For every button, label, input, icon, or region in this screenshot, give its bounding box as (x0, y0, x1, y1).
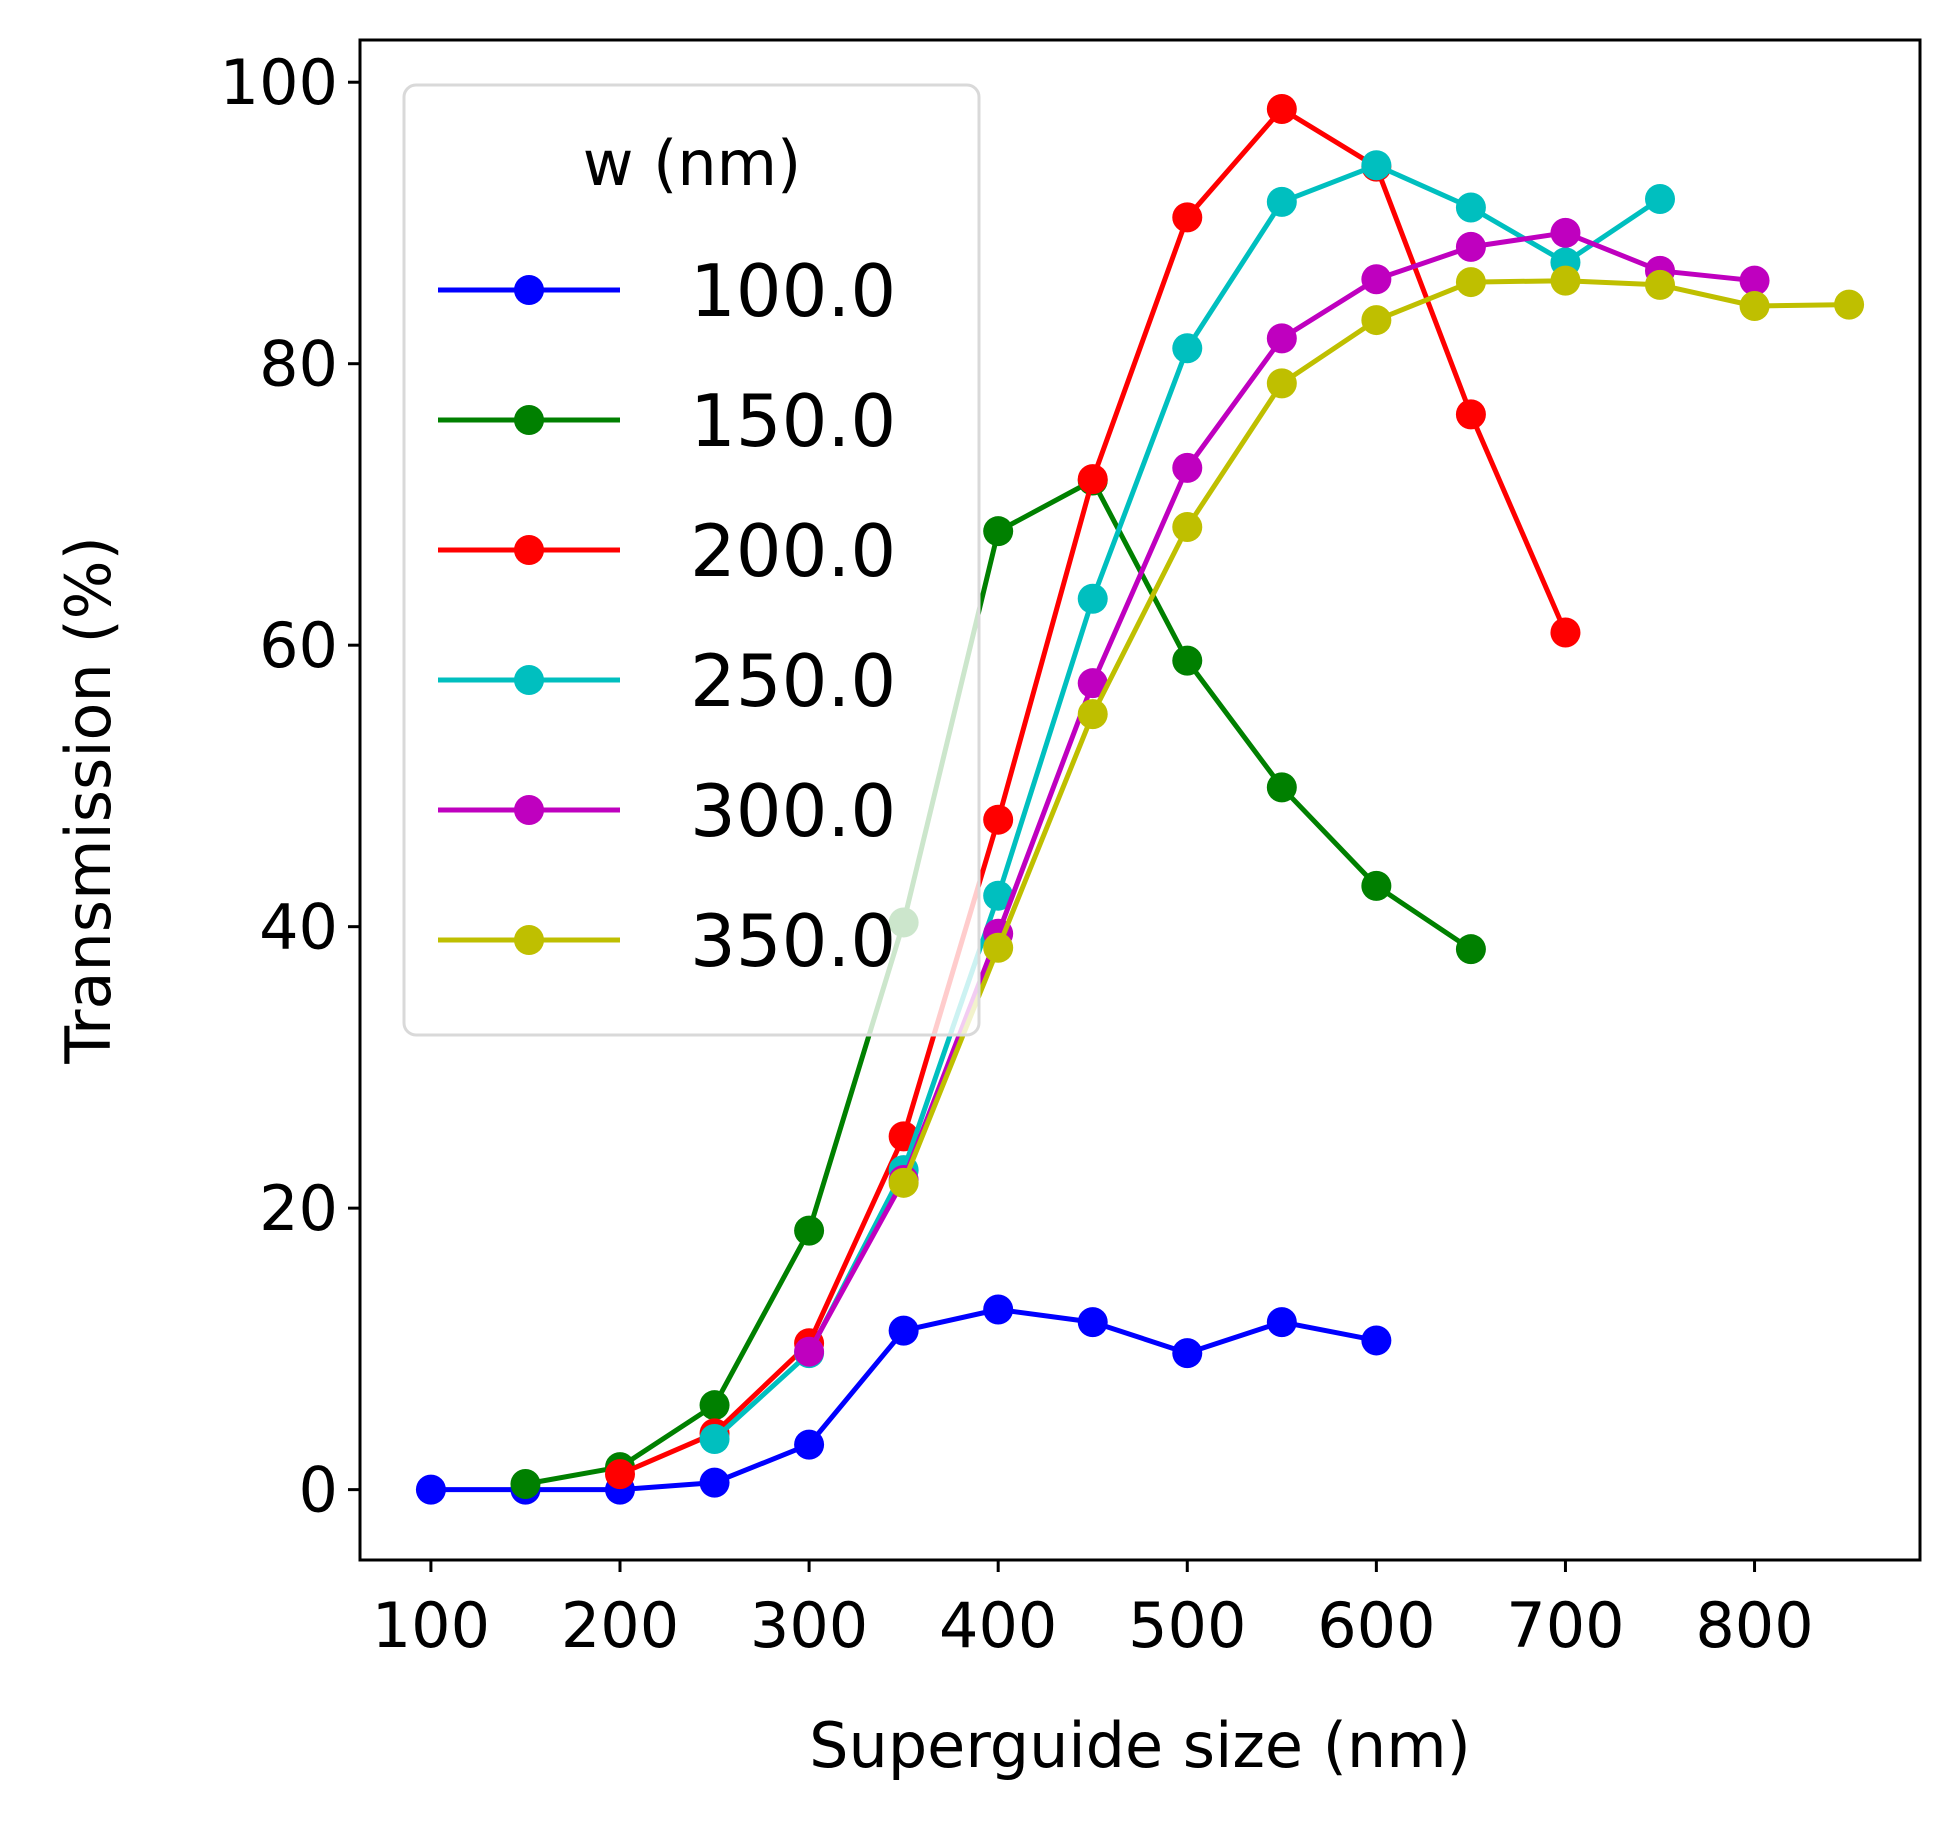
data-point (1645, 184, 1675, 215)
data-point (1172, 202, 1203, 233)
data-point (1361, 870, 1392, 901)
y-axis-ticks: 0 20 40 60 80 100 (220, 46, 360, 1527)
x-tick-label: 800 (1695, 1589, 1813, 1662)
data-point (1172, 452, 1203, 483)
data-point (983, 1294, 1014, 1325)
legend-label: 300.0 (690, 769, 896, 853)
legend-label: 200.0 (690, 509, 896, 593)
data-point (1455, 934, 1486, 965)
data-point (699, 1423, 730, 1454)
data-point (983, 932, 1014, 963)
data-point (1361, 1325, 1392, 1356)
data-point (1834, 289, 1865, 320)
data-point (983, 516, 1014, 547)
data-point (1550, 217, 1581, 248)
legend-entry: 150.0 (438, 379, 896, 463)
data-point (1739, 265, 1770, 296)
data-point (1361, 264, 1392, 295)
legend-label: 250.0 (690, 639, 896, 723)
data-point (1455, 231, 1486, 262)
data-point (1361, 150, 1392, 181)
legend-entries: 100.0 150.0 200.0 250.0 300.0 350.0 (438, 249, 896, 983)
y-tick-label: 40 (259, 891, 338, 964)
x-tick-label: 700 (1506, 1589, 1624, 1662)
data-point (1077, 1307, 1108, 1338)
legend-marker (514, 665, 544, 695)
series-350.0 (888, 265, 1865, 1198)
data-point (1077, 583, 1108, 614)
x-tick-label: 500 (1128, 1589, 1246, 1662)
data-point (1739, 291, 1770, 321)
x-tick-label: 300 (750, 1589, 868, 1662)
data-point (1266, 368, 1297, 399)
data-point (1077, 668, 1108, 699)
data-point (415, 1474, 446, 1505)
data-point (1550, 617, 1581, 648)
y-axis-label: Transmission (%) (52, 536, 125, 1065)
x-tick-label: 100 (372, 1589, 490, 1662)
series-100.0 (415, 1294, 1392, 1505)
data-point (1172, 1338, 1203, 1369)
series-layer (415, 93, 1865, 1505)
legend-label: 100.0 (690, 249, 896, 333)
data-point (983, 804, 1014, 835)
data-point (888, 1167, 919, 1198)
x-tick-label: 200 (561, 1589, 679, 1662)
legend-box (402, 83, 981, 1037)
data-point (1361, 305, 1392, 336)
data-point (699, 1390, 730, 1421)
data-point (1266, 93, 1297, 124)
legend-marker (514, 925, 544, 955)
legend-label: 150.0 (690, 379, 896, 463)
data-point (1266, 186, 1297, 217)
legend-marker (514, 795, 544, 825)
data-point (510, 1469, 541, 1499)
legend-entry: 250.0 (438, 639, 896, 723)
legend-entry: 100.0 (438, 249, 896, 333)
data-point (1077, 699, 1108, 730)
data-point (1266, 772, 1297, 803)
legend-entry: 300.0 (438, 769, 896, 853)
data-point (1172, 645, 1203, 676)
data-point (1550, 265, 1581, 296)
data-point (1077, 464, 1108, 495)
data-point (794, 1215, 825, 1246)
legend-label: 350.0 (690, 899, 896, 983)
y-tick-label: 100 (220, 46, 338, 119)
y-tick-label: 20 (259, 1172, 338, 1245)
data-point (1645, 269, 1675, 300)
x-axis-label: Superguide size (nm) (809, 1709, 1471, 1782)
data-point (1455, 192, 1486, 223)
data-point (1455, 399, 1486, 430)
y-tick-label: 0 (299, 1454, 338, 1527)
data-point (888, 1315, 919, 1346)
data-point (1172, 511, 1203, 542)
x-tick-label: 600 (1317, 1589, 1435, 1662)
data-point (699, 1467, 730, 1498)
x-tick-label: 400 (939, 1589, 1057, 1662)
legend-marker (514, 535, 544, 565)
data-point (794, 1429, 825, 1460)
data-point (1455, 267, 1486, 298)
data-point (1172, 333, 1203, 364)
data-point (794, 1336, 825, 1367)
y-tick-label: 60 (259, 609, 338, 682)
data-point (1266, 1307, 1297, 1338)
legend-marker (514, 405, 544, 435)
legend-entry: 350.0 (438, 899, 896, 983)
y-tick-label: 80 (259, 328, 338, 401)
legend-title: w (nm) (583, 127, 801, 200)
legend: w (nm) 100.0 150.0 200.0 250.0 300.0 350.0 (402, 83, 981, 1037)
plot-frame (358, 38, 1922, 1562)
legend-marker (514, 275, 544, 305)
data-point (605, 1459, 635, 1490)
data-point (1266, 323, 1297, 354)
legend-entry: 200.0 (438, 509, 896, 593)
x-axis-ticks: 100 200 300 400 500 600 700 800 (372, 1560, 1814, 1662)
data-point (983, 880, 1014, 911)
